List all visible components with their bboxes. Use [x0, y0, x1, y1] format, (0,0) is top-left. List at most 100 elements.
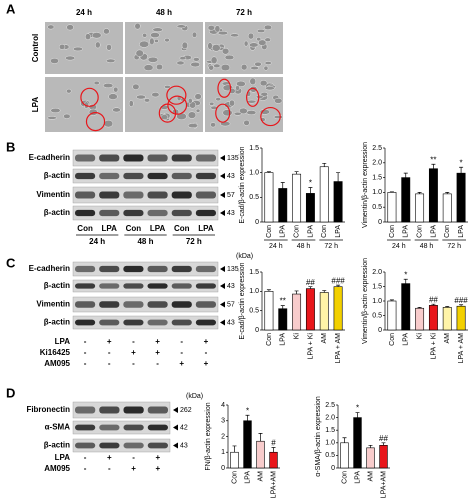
cell: [230, 33, 240, 38]
highlight: [80, 87, 99, 107]
marker-arrow: [220, 155, 225, 161]
cell: [235, 85, 240, 91]
cell: [207, 42, 213, 50]
annotation: ###: [454, 296, 468, 305]
x-tick-label: LPA: [280, 225, 287, 238]
cell: [134, 22, 141, 30]
cell: [208, 64, 214, 71]
bar: [366, 447, 375, 469]
cell: [154, 38, 159, 43]
size-label: 43: [227, 283, 235, 290]
x-tick-label: Ki: [416, 333, 423, 340]
cell: [187, 123, 199, 129]
band: [75, 301, 96, 308]
sign: +: [204, 359, 209, 368]
band: [99, 154, 120, 162]
band: [99, 406, 120, 414]
cell: [259, 80, 268, 87]
band: [147, 319, 168, 326]
band: [99, 172, 120, 180]
x-tick-label: LPA: [335, 225, 342, 238]
band: [123, 442, 144, 449]
annotation: *: [404, 270, 407, 279]
marker-arrow: [220, 319, 225, 326]
annotation: #: [271, 439, 276, 448]
cell: [209, 101, 215, 106]
cell: [63, 113, 71, 119]
band: [75, 154, 96, 162]
blot-label: E-cadherin: [29, 153, 70, 162]
x-tick-label: LPA: [430, 225, 437, 238]
cell: [65, 55, 76, 61]
blot-strip: [72, 168, 219, 184]
size-label: 135: [227, 266, 239, 273]
x-tick-label: Con: [231, 471, 238, 484]
error-bar: [417, 307, 422, 309]
cell: [136, 94, 146, 100]
bar: [456, 172, 466, 223]
band: [171, 154, 192, 162]
x-tick-label: LPA+AM: [270, 471, 277, 498]
band: [195, 283, 216, 289]
cell: [249, 42, 259, 48]
error-bar: [280, 305, 285, 309]
sign: -: [132, 359, 135, 368]
highlight: [217, 78, 232, 98]
error-bar: [403, 278, 408, 284]
bar: [278, 188, 288, 223]
highlight: [215, 103, 231, 123]
bar: [305, 193, 315, 223]
cell: [112, 107, 121, 113]
lane-label: LPA: [198, 224, 214, 233]
error-bar: [445, 306, 450, 308]
bar: [442, 307, 452, 331]
panel-label: A: [6, 1, 16, 16]
cell: [274, 97, 283, 104]
band: [195, 154, 216, 162]
group-label: 24 h: [269, 243, 283, 250]
cell: [113, 86, 119, 93]
blot-label: β-actin: [44, 208, 70, 217]
band: [75, 191, 96, 199]
size-label: 262: [180, 407, 192, 414]
sign: -: [180, 348, 183, 357]
cell: [194, 93, 202, 100]
treatment-label: AM095: [44, 464, 70, 473]
x-tick-label: LPA + AM: [458, 333, 465, 364]
band: [123, 154, 144, 162]
bar: [442, 193, 452, 223]
band: [195, 209, 216, 217]
sign: -: [108, 348, 111, 357]
error-bar: [389, 191, 394, 193]
marker-arrow: [173, 424, 178, 431]
error-bar: [459, 166, 464, 174]
bar: [292, 293, 302, 331]
error-bar: [258, 433, 263, 442]
lane-label: LPA: [102, 224, 118, 233]
cell: [106, 44, 112, 51]
annotation: ##: [306, 278, 315, 287]
cell: [273, 115, 284, 119]
cell: [265, 86, 275, 91]
annotation: *: [309, 179, 312, 188]
error-bar: [271, 447, 276, 453]
y-tick-label: 0.5: [372, 312, 382, 319]
band: [99, 424, 120, 431]
x-tick-label: Con: [341, 471, 348, 484]
cell: [66, 88, 72, 94]
lane-label: Con: [174, 224, 190, 233]
sign: +: [107, 337, 112, 346]
band: [147, 424, 168, 431]
band: [195, 319, 216, 326]
band: [147, 265, 168, 273]
band: [171, 209, 192, 217]
bar: [333, 286, 343, 331]
y-tick-label: 2.5: [372, 145, 382, 152]
sign: -: [180, 337, 183, 346]
error-bar: [245, 414, 250, 421]
error-bar: [322, 162, 327, 167]
cell: [214, 25, 221, 33]
band: [195, 265, 216, 273]
highlight: [246, 87, 260, 107]
